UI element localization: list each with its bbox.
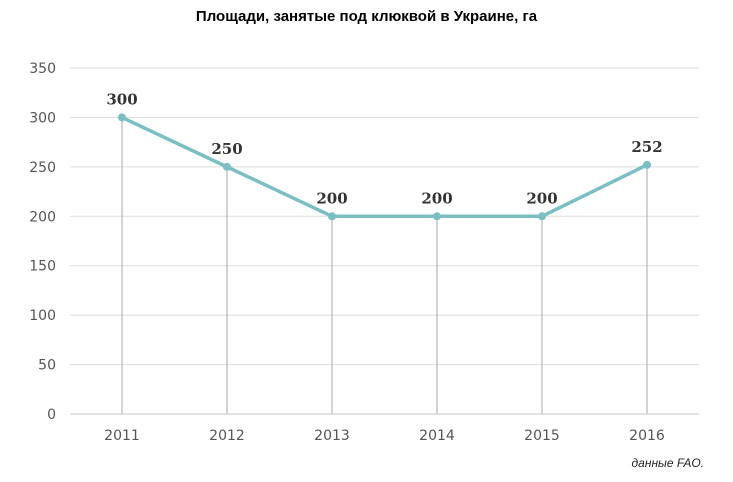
y-tick-label: 0	[47, 407, 56, 423]
y-tick-label: 300	[29, 110, 56, 126]
data-point	[118, 113, 126, 122]
y-tick-label: 150	[29, 259, 56, 275]
data-point	[433, 212, 441, 221]
x-axis-ticks: 2011 2012 2013 2014 2015 2016	[104, 428, 665, 444]
y-tick-label: 200	[29, 209, 56, 225]
data-points	[118, 113, 651, 221]
data-label: 200	[421, 189, 452, 207]
data-labels: 300 250 200 200 200 252	[106, 90, 662, 207]
y-tick-label: 250	[29, 160, 56, 176]
x-tick-label: 2016	[629, 428, 665, 444]
data-point	[328, 212, 336, 221]
y-tick-label: 350	[29, 61, 56, 77]
data-point	[538, 212, 546, 221]
source-note: данные FAO.	[631, 456, 704, 470]
x-tick-label: 2012	[209, 428, 245, 444]
y-axis-ticks: 0 50 100 150 200 250 300 350	[29, 61, 56, 423]
data-label: 300	[106, 90, 137, 108]
data-point	[223, 162, 231, 171]
data-point	[643, 160, 651, 169]
y-tick-label: 50	[38, 358, 56, 374]
data-label: 250	[211, 140, 242, 158]
x-tick-label: 2011	[104, 428, 140, 444]
data-label: 200	[526, 189, 557, 207]
x-tick-label: 2013	[314, 428, 350, 444]
series-line	[120, 115, 649, 219]
y-tick-label: 100	[29, 308, 56, 324]
chart-title: Площади, занятые под клюквой в Украине, …	[195, 8, 538, 25]
data-label: 252	[631, 138, 662, 156]
drop-lines	[121, 117, 648, 414]
x-tick-label: 2015	[524, 428, 560, 444]
x-tick-label: 2014	[419, 428, 455, 444]
data-label: 200	[316, 189, 347, 207]
series-polyline	[120, 115, 649, 219]
